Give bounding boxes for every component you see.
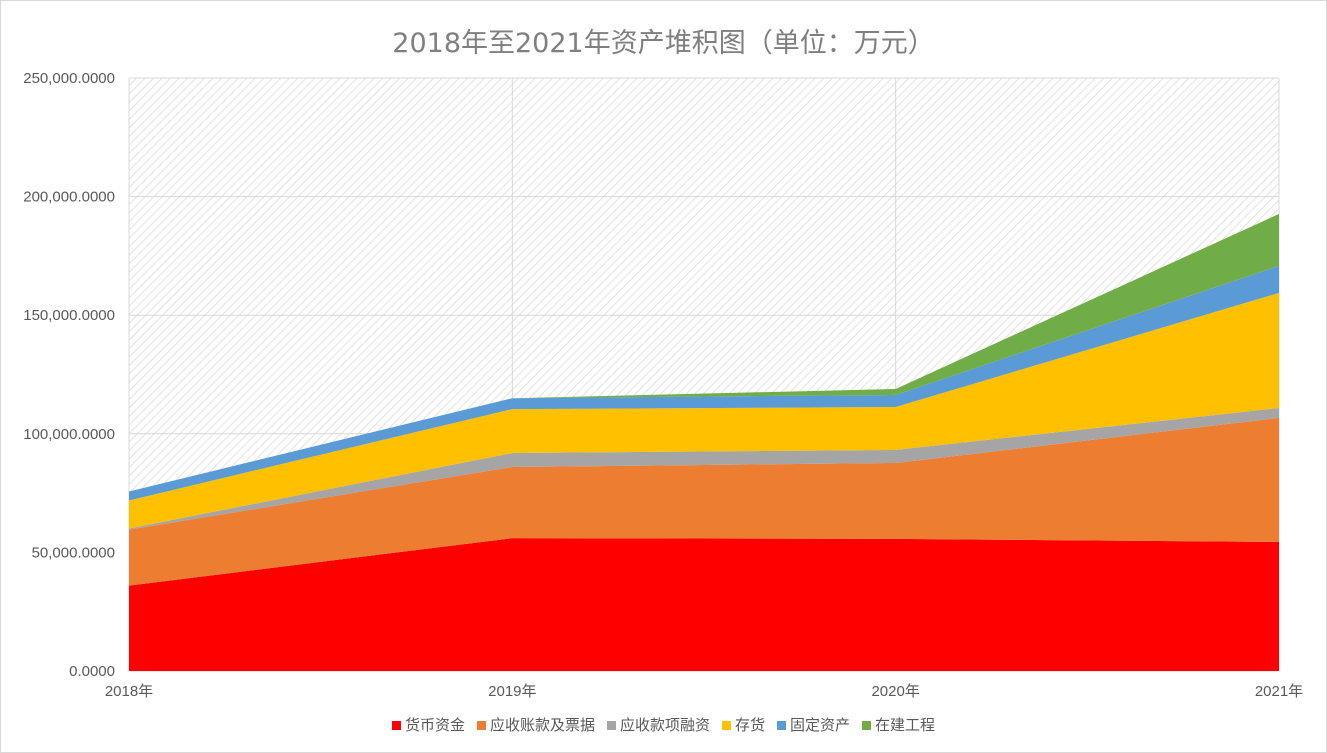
legend-swatch <box>722 721 731 730</box>
y-tick-label: 200,000.0000 <box>23 189 115 206</box>
legend-item: 应收账款及票据 <box>476 714 595 735</box>
y-tick-label: 100,000.0000 <box>23 426 115 443</box>
x-tick-label: 2020年 <box>871 683 919 700</box>
y-tick-label: 50,000.0000 <box>32 544 115 561</box>
legend-label: 固定资产 <box>790 716 851 734</box>
legend-label: 存货 <box>735 716 766 734</box>
x-tick-label: 2018年 <box>105 683 153 700</box>
legend-label: 货币资金 <box>404 716 465 734</box>
area-series <box>129 538 1279 671</box>
legend-item: 在建工程 <box>862 714 935 735</box>
legend-item: 货币资金 <box>391 714 465 735</box>
legend-item: 固定资产 <box>777 714 850 735</box>
y-tick-label: 250,000.0000 <box>23 70 115 87</box>
y-tick-label: 150,000.0000 <box>23 307 115 324</box>
legend-swatch <box>391 721 401 730</box>
legend-label: 应收款项融资 <box>619 716 710 734</box>
area-series <box>129 417 1279 586</box>
x-tick-label: 2021年 <box>1255 683 1303 700</box>
legend-item: 存货 <box>722 714 765 735</box>
legend: 货币资金 应收账款及票据 应收款项融资 存货 固定资产 在建工程 <box>1 714 1326 735</box>
legend-swatch <box>777 721 787 730</box>
x-tick-label: 2019年 <box>488 683 536 700</box>
area-series <box>129 292 1279 529</box>
legend-item: 应收款项融资 <box>606 714 710 735</box>
legend-swatch <box>862 721 872 730</box>
legend-swatch <box>606 721 616 730</box>
chart-title: 2018年至2021年资产堆积图（单位：万元） <box>392 28 935 59</box>
legend-label: 在建工程 <box>875 716 936 734</box>
legend-swatch <box>476 721 486 730</box>
legend-label: 应收账款及票据 <box>489 716 595 734</box>
y-tick-label: 0.0000 <box>69 663 115 680</box>
